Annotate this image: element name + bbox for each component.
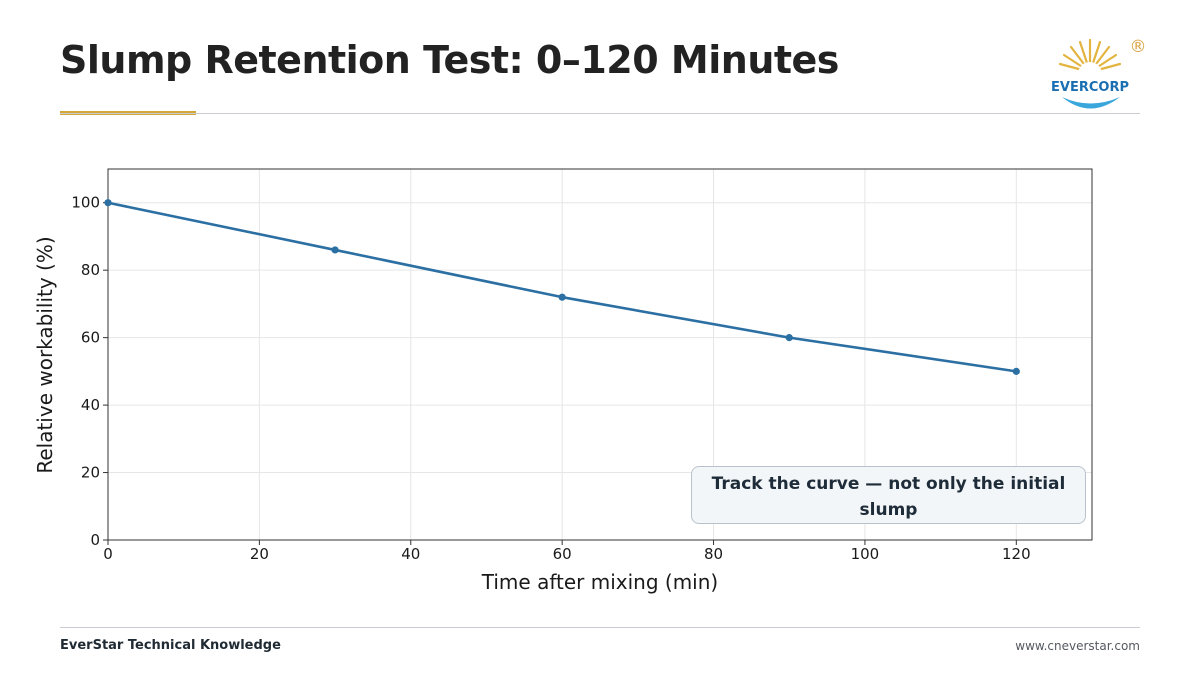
x-tick-label: 40 xyxy=(401,545,420,563)
footer-brand: EverStar Technical Knowledge xyxy=(60,638,281,653)
annotation-callout: Track the curve — not only the initial s… xyxy=(691,466,1086,524)
header-divider xyxy=(60,113,1140,114)
plot-frame xyxy=(107,168,1093,541)
x-tick-label: 20 xyxy=(250,545,269,563)
data-point xyxy=(104,199,112,207)
y-tick-label: 80 xyxy=(81,261,100,279)
x-tick-label: 0 xyxy=(103,545,113,563)
footer-website: www.cneverstar.com xyxy=(1015,639,1140,653)
data-point xyxy=(785,334,793,342)
y-tick-label: 60 xyxy=(81,329,100,347)
x-tick-label: 60 xyxy=(553,545,572,563)
data-point xyxy=(331,246,339,254)
x-tick-label: 120 xyxy=(1002,545,1031,563)
data-point xyxy=(1012,367,1020,375)
data-point xyxy=(558,293,566,301)
y-tick-label: 0 xyxy=(90,531,100,549)
logo-wordmark: EVERCORP xyxy=(1051,80,1129,95)
logo-swoosh xyxy=(1062,97,1120,109)
y-tick-label: 40 xyxy=(81,396,100,414)
footer-divider xyxy=(60,627,1140,628)
page-title: Slump Retention Test: 0–120 Minutes xyxy=(60,38,839,82)
evercorp-logo: EVERCORP ® xyxy=(1051,37,1147,109)
x-tick-label: 80 xyxy=(704,545,723,563)
x-axis-label: Time after mixing (min) xyxy=(481,570,718,594)
x-tick-label: 100 xyxy=(851,545,880,563)
registered-mark: ® xyxy=(1130,37,1147,57)
y-axis-label: Relative workability (%) xyxy=(33,236,57,473)
y-tick-label: 20 xyxy=(81,464,100,482)
y-tick-label: 100 xyxy=(71,194,100,212)
